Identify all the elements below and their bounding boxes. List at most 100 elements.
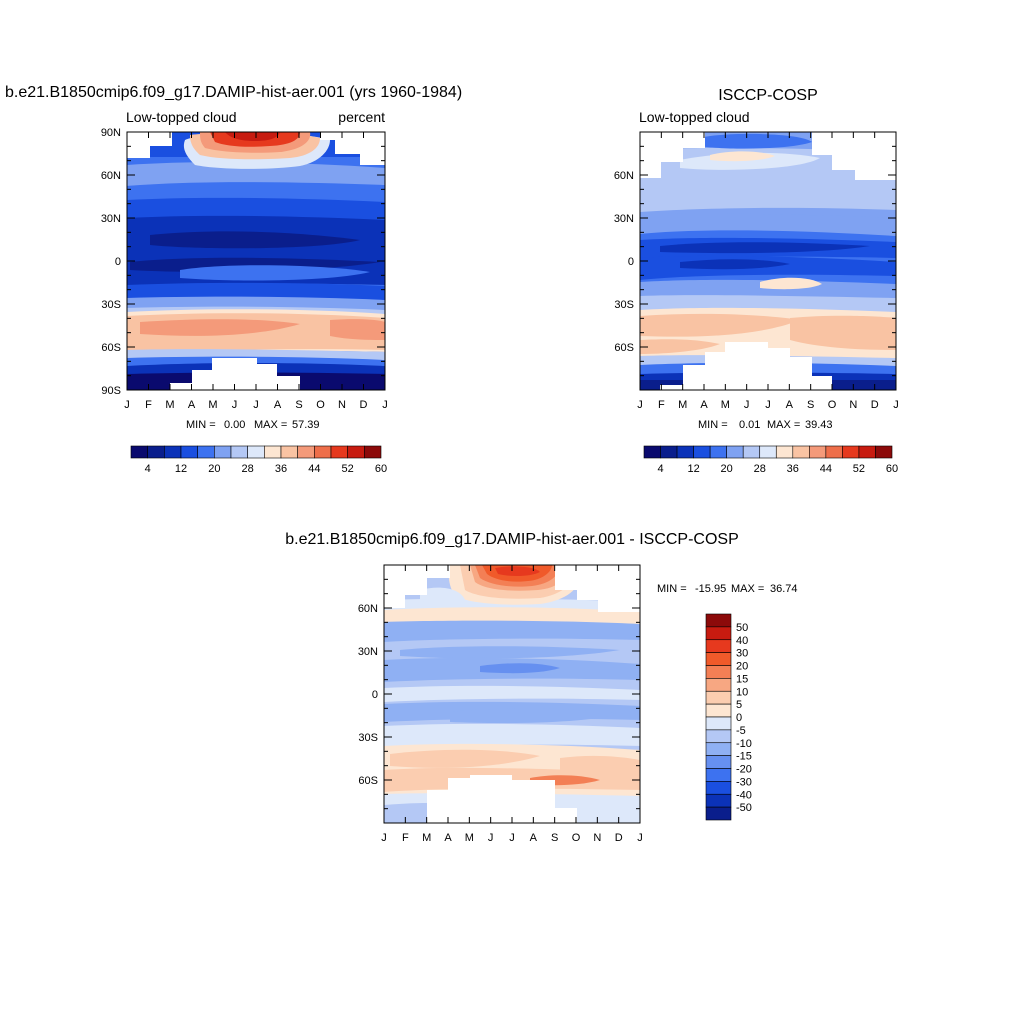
panel-obs: ISCCP-COSP Low-topped cloud xyxy=(614,87,899,475)
colorbar-label: 0 xyxy=(736,712,742,724)
y-tick-label: 30N xyxy=(358,646,378,658)
panel-diff: b.e21.B1850cmip6.f09_g17.DAMIP-hist-aer.… xyxy=(285,531,797,844)
colorbar-swatch xyxy=(759,445,777,459)
colorbar-label: 20 xyxy=(736,661,748,673)
x-tick-label: A xyxy=(188,399,196,411)
colorbar-swatch xyxy=(280,445,298,459)
x-tick-label: O xyxy=(828,399,837,411)
colorbar-swatch xyxy=(693,445,711,459)
colorbar-swatch xyxy=(809,445,827,459)
colorbar-label: -30 xyxy=(736,776,752,788)
colorbar-swatch xyxy=(330,445,348,459)
colorbar-label: 40 xyxy=(736,635,748,647)
colorbar-swatch xyxy=(705,742,732,756)
panel-diff-title: b.e21.B1850cmip6.f09_g17.DAMIP-hist-aer.… xyxy=(285,531,739,548)
x-tick-label: J xyxy=(382,399,388,411)
colorbar-swatch xyxy=(660,445,678,459)
x-tick-label: N xyxy=(338,399,346,411)
x-tick-label: F xyxy=(658,399,665,411)
colorbar-swatch xyxy=(705,806,732,821)
y-tick-label: 60N xyxy=(101,170,121,182)
colorbar-swatch xyxy=(705,639,732,653)
x-tick-label: J xyxy=(232,399,238,411)
x-tick-label: S xyxy=(295,399,302,411)
colorbar-swatch xyxy=(842,445,860,459)
y-tick-label: 0 xyxy=(115,256,121,268)
colorbar-label: 20 xyxy=(721,463,733,475)
x-tick-label: J xyxy=(893,399,899,411)
x-tick-label: A xyxy=(444,832,452,844)
x-tick-label: N xyxy=(593,832,601,844)
y-tick-label: 30S xyxy=(358,732,378,744)
colorbar-label: -50 xyxy=(736,802,752,814)
colorbar-swatch xyxy=(197,445,215,459)
panel-model-units: percent xyxy=(338,109,385,125)
colorbar-label: -10 xyxy=(736,738,752,750)
colorbar-swatch xyxy=(705,652,732,666)
colorbar-swatch xyxy=(180,445,198,459)
colorbar-swatch xyxy=(726,445,744,459)
colorbar-label: 60 xyxy=(375,463,387,475)
panel-model-min-value: 0.00 xyxy=(224,419,245,431)
colorbar-swatch xyxy=(705,793,732,808)
x-tick-label: J xyxy=(637,399,643,411)
colorbar-label: 36 xyxy=(275,463,287,475)
x-tick-label: F xyxy=(145,399,152,411)
x-tick-label: D xyxy=(360,399,368,411)
colorbar-swatch xyxy=(775,445,794,459)
colorbar-swatch xyxy=(147,445,165,459)
panel-obs-axes: J F M A M J J A S O N D J 60N 30N 0 30S 60S xyxy=(614,132,899,411)
colorbar-swatch xyxy=(825,445,843,459)
panel-diff-axes: J F M A M J J A S O N D J 60N 30N 0 30S 60S xyxy=(358,565,643,844)
colorbar-swatch xyxy=(705,626,732,641)
x-tick-label: N xyxy=(849,399,857,411)
colorbar-swatch xyxy=(705,755,732,769)
colorbar-label: 15 xyxy=(736,673,748,685)
panel-model-max-value: 57.39 xyxy=(292,419,320,431)
colorbar-swatch xyxy=(705,665,732,679)
colorbar-label: 4 xyxy=(145,463,151,475)
y-tick-label: 60N xyxy=(614,170,634,182)
colorbar-label: 10 xyxy=(736,686,748,698)
y-tick-label: 30S xyxy=(101,299,121,311)
x-tick-label: M xyxy=(208,399,217,411)
x-tick-label: J xyxy=(509,832,515,844)
colorbar-swatch xyxy=(858,445,876,459)
colorbar-label: -40 xyxy=(736,789,752,801)
x-tick-label: A xyxy=(700,399,708,411)
colorbar-swatch xyxy=(742,445,761,459)
colorbar-swatch xyxy=(705,729,732,744)
colorbar-swatch xyxy=(364,445,382,459)
colorbar-swatch xyxy=(314,445,332,459)
x-tick-label: M xyxy=(422,832,431,844)
panel-obs-title: ISCCP-COSP xyxy=(718,87,818,104)
panel-diff-max-label: MAX = xyxy=(731,583,764,595)
colorbar-label: 28 xyxy=(754,463,766,475)
colorbar-label: 12 xyxy=(687,463,699,475)
panel-model-field xyxy=(127,132,385,390)
x-tick-label: J xyxy=(637,832,643,844)
colorbar-label: 44 xyxy=(308,463,320,475)
colorbar-label: 52 xyxy=(853,463,865,475)
colorbar-swatch xyxy=(347,445,365,459)
panel-obs-min-label: MIN = xyxy=(698,419,728,431)
colorbar-label: 50 xyxy=(736,622,748,634)
y-tick-label: 0 xyxy=(372,689,378,701)
x-tick-label: J xyxy=(124,399,130,411)
colorbar-swatch xyxy=(792,445,810,459)
y-tick-label: 90S xyxy=(101,385,121,397)
colorbar-label: 28 xyxy=(242,463,254,475)
colorbar-label: 44 xyxy=(820,463,832,475)
colorbar-label: 60 xyxy=(886,463,898,475)
panel-diff-max-value: 36.74 xyxy=(770,583,798,595)
colorbar-swatch xyxy=(297,445,315,459)
x-tick-label: J xyxy=(488,832,494,844)
colorbar-label: 20 xyxy=(208,463,220,475)
x-tick-label: D xyxy=(871,399,879,411)
panel-model-colorbar: 4 12 20 28 36 44 52 60 xyxy=(130,445,387,475)
y-tick-label: 0 xyxy=(628,256,634,268)
colorbar-swatch xyxy=(709,445,727,459)
colorbar-swatch xyxy=(130,445,148,459)
